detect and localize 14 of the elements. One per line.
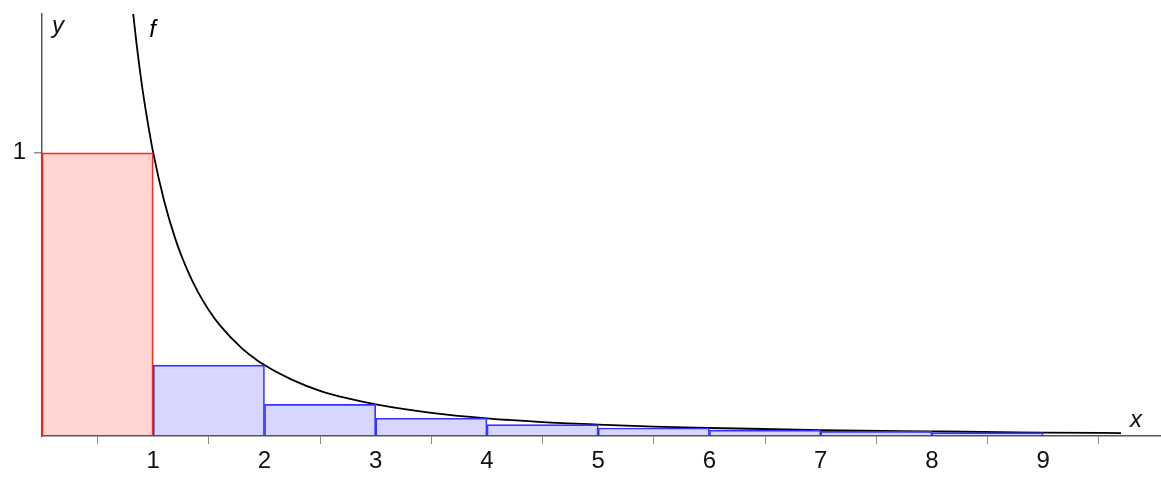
x-tick-label: 7 xyxy=(814,446,828,474)
x-axis-title: x xyxy=(1129,404,1143,432)
x-tick-label: 9 xyxy=(1036,446,1050,474)
y-axis-title: y xyxy=(50,10,66,38)
x-tick-label: 6 xyxy=(702,446,717,474)
x-tick-label: 3 xyxy=(369,446,383,474)
x-tick-label: 8 xyxy=(925,446,939,474)
bar xyxy=(42,152,154,436)
series-label: f xyxy=(149,14,159,42)
annotation: 1 xyxy=(12,137,26,165)
x-tick-label: 2 xyxy=(257,446,272,474)
x-tick-label: 4 xyxy=(480,446,494,474)
x-tick-label: 1 xyxy=(146,446,160,474)
x-tick-label: 5 xyxy=(591,446,605,474)
